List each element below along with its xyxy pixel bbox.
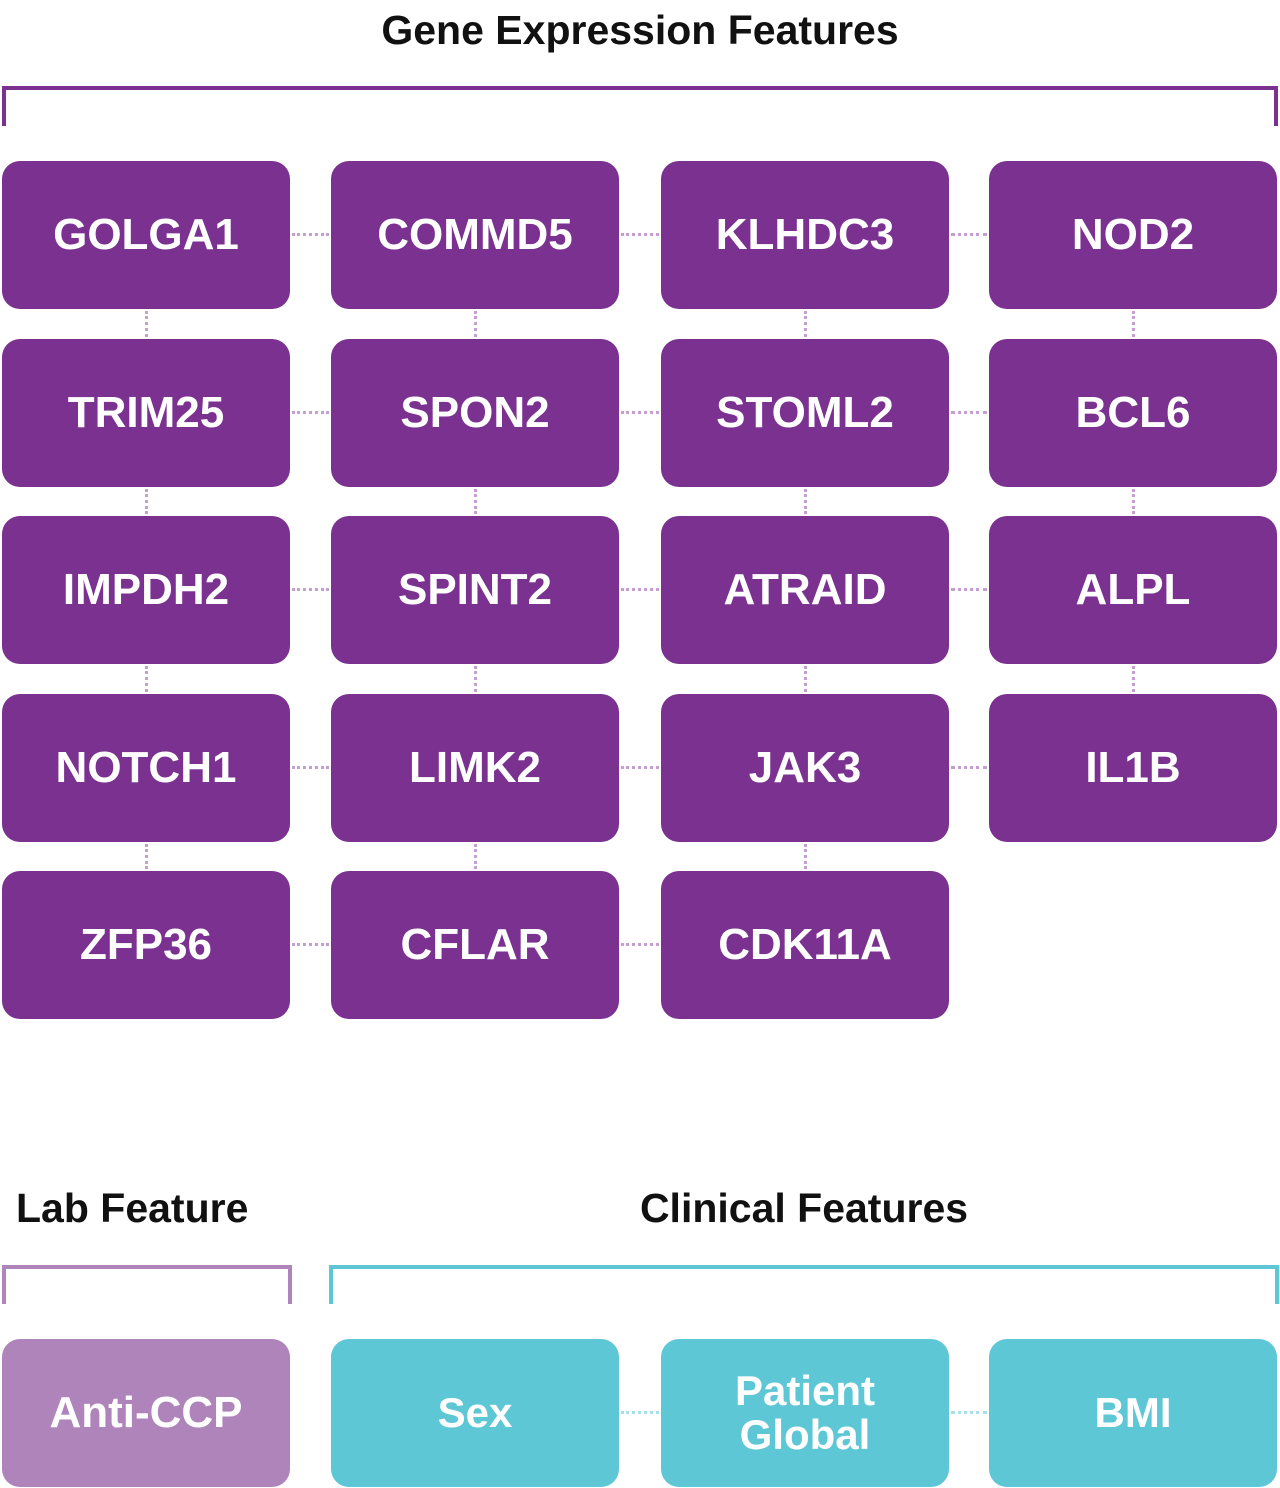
gene-connector-vertical	[1132, 489, 1135, 514]
lab-section-bracket	[2, 1265, 292, 1304]
clinical-section-title: Clinical Features	[639, 1185, 969, 1231]
gene-connector-vertical	[474, 311, 477, 337]
gene-box-bcl6: BCL6	[989, 339, 1277, 487]
gene-connector-vertical	[145, 311, 148, 337]
gene-connector-horizontal	[292, 411, 329, 414]
gene-connector-horizontal	[951, 411, 987, 414]
lab-box-anti-ccp: Anti-CCP	[2, 1339, 290, 1487]
gene-box-zfp36: ZFP36	[2, 871, 290, 1019]
gene-box-nod2: NOD2	[989, 161, 1277, 309]
gene-connector-horizontal	[621, 943, 659, 946]
gene-connector-horizontal	[951, 588, 987, 591]
gene-connector-horizontal	[951, 233, 987, 236]
clinical-box-bmi: BMI	[989, 1339, 1277, 1487]
gene-connector-horizontal	[621, 233, 659, 236]
gene-box-il1b: IL1B	[989, 694, 1277, 842]
gene-connector-horizontal	[292, 588, 329, 591]
gene-connector-vertical	[474, 666, 477, 692]
gene-connector-vertical	[145, 666, 148, 692]
gene-box-spon2: SPON2	[331, 339, 619, 487]
gene-box-cflar: CFLAR	[331, 871, 619, 1019]
gene-box-notch1: NOTCH1	[2, 694, 290, 842]
gene-box-trim25: TRIM25	[2, 339, 290, 487]
clinical-connector-horizontal	[621, 1411, 659, 1414]
gene-connector-horizontal	[951, 766, 987, 769]
gene-connector-horizontal	[621, 411, 659, 414]
gene-connector-horizontal	[292, 766, 329, 769]
gene-connector-horizontal	[621, 588, 659, 591]
gene-box-stoml2: STOML2	[661, 339, 949, 487]
gene-connector-horizontal	[292, 233, 329, 236]
gene-box-impdh2: IMPDH2	[2, 516, 290, 664]
gene-box-limk2: LIMK2	[331, 694, 619, 842]
gene-box-cdk11a: CDK11A	[661, 871, 949, 1019]
clinical-connector-horizontal	[951, 1411, 987, 1414]
gene-connector-vertical	[804, 844, 807, 869]
clinical-box-patient-global: Patient Global	[661, 1339, 949, 1487]
gene-section-title: Gene Expression Features	[381, 7, 899, 53]
gene-connector-vertical	[1132, 666, 1135, 692]
gene-box-golga1: GOLGA1	[2, 161, 290, 309]
gene-box-atraid: ATRAID	[661, 516, 949, 664]
gene-connector-vertical	[804, 666, 807, 692]
clinical-section-bracket	[329, 1265, 1279, 1304]
gene-connector-vertical	[145, 489, 148, 514]
gene-connector-vertical	[804, 489, 807, 514]
gene-box-alpl: ALPL	[989, 516, 1277, 664]
gene-box-spint2: SPINT2	[331, 516, 619, 664]
lab-section-title: Lab Feature	[16, 1185, 249, 1231]
gene-connector-vertical	[474, 489, 477, 514]
clinical-box-sex: Sex	[331, 1339, 619, 1487]
gene-connector-horizontal	[621, 766, 659, 769]
gene-box-klhdc3: KLHDC3	[661, 161, 949, 309]
gene-connector-vertical	[145, 844, 148, 869]
gene-connector-vertical	[804, 311, 807, 337]
gene-connector-horizontal	[292, 943, 329, 946]
gene-connector-vertical	[1132, 311, 1135, 337]
gene-box-jak3: JAK3	[661, 694, 949, 842]
gene-connector-vertical	[474, 844, 477, 869]
gene-section-bracket	[2, 86, 1278, 126]
gene-box-commd5: COMMD5	[331, 161, 619, 309]
